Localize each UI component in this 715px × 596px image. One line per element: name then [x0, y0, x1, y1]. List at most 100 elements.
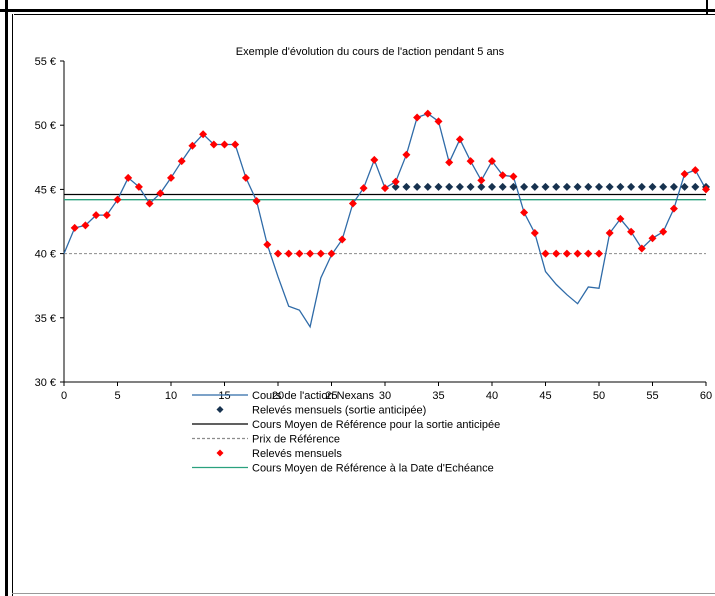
red-diamond-marker [702, 185, 710, 194]
red-diamond-marker [605, 229, 614, 238]
legend-label: Prix de Référence [252, 434, 340, 446]
navy-diamond-marker [445, 182, 454, 191]
navy-diamond-marker [680, 182, 689, 191]
red-diamond-marker [370, 155, 379, 164]
chart-title: Exemple d'évolution du cours de l'action… [236, 46, 505, 58]
red-diamond-marker [134, 182, 143, 191]
x-tick-label: 60 [700, 390, 712, 402]
red-diamond-marker [102, 211, 111, 220]
x-tick-label: 55 [646, 390, 658, 402]
chart-legend: Cours de l'action Nexans Relevés mensuels… [192, 390, 500, 475]
red-diamond-marker [595, 249, 603, 258]
navy-diamond-marker [669, 182, 678, 191]
x-tick-label: 35 [432, 390, 444, 402]
navy-diamond-marker [584, 182, 593, 191]
y-tick-label: 45 € [35, 184, 56, 196]
red-diamond-marker [509, 172, 518, 181]
legend-label: Cours Moyen de Référence pour la sortie … [252, 419, 500, 431]
monthly-markers [70, 109, 710, 258]
red-diamond-marker [434, 117, 443, 126]
red-diamond-marker [466, 157, 475, 166]
x-tick-label: 45 [539, 390, 551, 402]
navy-diamond-marker [605, 182, 614, 191]
red-diamond-marker [316, 249, 325, 258]
frame-border-right [706, 0, 708, 14]
red-diamond-marker [113, 195, 122, 204]
navy-diamond-marker [498, 182, 507, 191]
red-diamond-marker [81, 221, 90, 230]
frame-border-left [5, 0, 8, 596]
navy-diamond-marker [488, 182, 496, 191]
red-diamond-marker [530, 229, 539, 238]
red-diamond-marker [423, 109, 432, 118]
red-diamond-marker [92, 211, 101, 220]
red-diamond-marker [124, 173, 133, 182]
x-tick-label: 25 [325, 390, 337, 402]
legend-marker-swatch [216, 406, 224, 413]
navy-diamond-marker [552, 182, 561, 191]
red-diamond-marker [306, 249, 315, 258]
red-diamond-marker [659, 227, 668, 236]
navy-diamond-marker [509, 182, 518, 191]
red-diamond-marker [241, 173, 250, 182]
red-diamond-marker [359, 184, 368, 193]
frame-border-bottom [12, 593, 715, 594]
red-diamond-marker [637, 244, 646, 253]
navy-diamond-marker [423, 182, 432, 191]
frame-border-top [0, 9, 715, 12]
red-diamond-marker [188, 141, 197, 150]
x-tick-label: 0 [61, 390, 67, 402]
y-tick-label: 40 € [35, 249, 56, 261]
navy-diamond-marker [648, 182, 657, 191]
red-diamond-marker [445, 158, 454, 167]
red-diamond-marker [199, 130, 208, 139]
red-diamond-marker [584, 249, 593, 258]
red-diamond-marker [295, 249, 304, 258]
red-diamond-marker [402, 150, 411, 159]
navy-diamond-marker [691, 182, 700, 191]
red-diamond-marker [552, 249, 561, 258]
navy-diamond-marker [573, 182, 582, 191]
x-tick-label: 5 [114, 390, 120, 402]
legend-label: Cours de l'action Nexans [252, 390, 374, 402]
reference-lines [64, 193, 706, 255]
red-diamond-marker [541, 249, 550, 258]
frame-border-left-inner [12, 14, 13, 596]
red-diamond-marker [220, 140, 229, 149]
navy-diamond-marker [402, 182, 411, 191]
red-diamond-marker [477, 176, 486, 185]
red-diamond-marker [573, 249, 582, 258]
price-lines [63, 112, 707, 329]
navy-diamond-marker [541, 182, 550, 191]
y-tick-label: 55 € [35, 56, 56, 68]
red-diamond-marker [156, 189, 165, 198]
red-diamond-marker [455, 135, 464, 144]
navy-diamond-marker [616, 182, 625, 191]
red-diamond-marker [209, 140, 218, 149]
x-tick-label: 40 [486, 390, 498, 402]
navy-diamond-marker [530, 182, 539, 191]
navy-diamond-marker [477, 182, 486, 191]
red-diamond-marker [680, 169, 689, 178]
red-diamond-marker [252, 196, 261, 205]
x-tick-label: 50 [593, 390, 605, 402]
navy-diamond-marker [520, 182, 529, 191]
red-diamond-marker [70, 223, 79, 232]
navy-diamond-marker [455, 182, 464, 191]
x-tick-label: 20 [272, 390, 284, 402]
legend-label: Relevés mensuels [252, 448, 342, 460]
red-diamond-marker [616, 214, 625, 223]
legend-label: Relevés mensuels (sortie anticipée) [252, 405, 426, 417]
navy-diamond-marker [659, 182, 668, 191]
navy-diamond-marker [595, 182, 603, 191]
frame-border-top-inner [14, 14, 715, 15]
red-diamond-marker [327, 249, 336, 258]
red-diamond-marker [263, 240, 272, 249]
red-diamond-marker [145, 199, 154, 208]
red-diamond-marker [381, 184, 389, 193]
red-diamond-marker [167, 173, 175, 182]
red-diamond-marker [274, 249, 282, 258]
x-tick-label: 30 [379, 390, 391, 402]
red-diamond-marker [391, 177, 400, 186]
